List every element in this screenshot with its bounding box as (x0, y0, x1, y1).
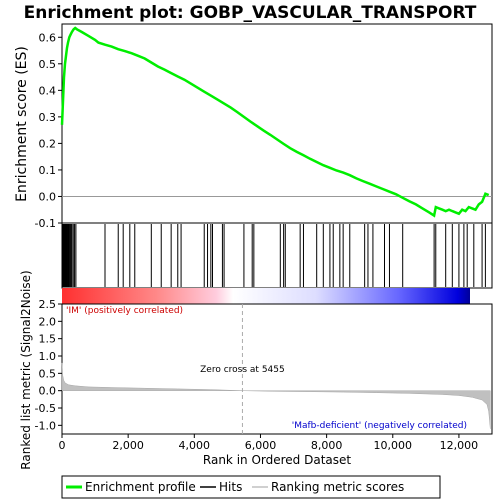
x-tick-label: 0 (59, 439, 66, 452)
es-y-tick-label: 0.6 (39, 31, 57, 44)
legend-profile-label: Enrichment profile (85, 480, 196, 494)
ranking-metric-area (61, 362, 491, 429)
x-tick-label: 4,000 (179, 439, 211, 452)
correlation-colorbar (62, 288, 470, 304)
es-y-tick-label: 0.4 (39, 84, 57, 97)
es-y-tick-label: 0.5 (39, 58, 57, 71)
rank-y-tick-label: 1.5 (39, 333, 57, 346)
x-tick-label: 10,000 (374, 439, 413, 452)
chart-title: Enrichment plot: GOBP_VASCULAR_TRANSPORT (24, 3, 477, 23)
zero-cross-label: Zero cross at 5455 (200, 365, 285, 375)
legend-frame (61, 475, 441, 499)
x-tick-label: 12,000 (440, 439, 479, 452)
enrichment-profile-line (60, 26, 490, 218)
rank-y-tick-label: 2.0 (39, 315, 57, 328)
negative-correlation-label: 'Mafb-deficient' (negatively correlated) (292, 421, 467, 431)
rank-y-tick-label: 2.5 (39, 298, 57, 311)
enrichment-panel: -0.1 0.0 0.1 0.2 0.3 0.4 0.5 0.6 (35, 23, 493, 230)
es-y-tick-label: -0.1 (35, 217, 56, 230)
hits-panel-frame (61, 222, 493, 289)
rank-y-tick-label: -1.0 (35, 419, 56, 432)
es-y-tick-label: 0.0 (39, 190, 57, 203)
x-axis-label: Rank in Ordered Dataset (203, 453, 351, 467)
rank-y-tick-label: -0.5 (35, 402, 56, 415)
x-tick-label: 6,000 (245, 439, 277, 452)
ranking-panel-frame (61, 303, 493, 435)
colorbar-gradient (62, 288, 470, 304)
es-y-axis-label: Enrichment score (ES) (14, 46, 30, 202)
hits-panel (61, 222, 493, 289)
es-y-tick-label: 0.1 (39, 164, 57, 177)
rank-y-tick-label: 1.0 (39, 350, 57, 363)
legend-ranking-label: Ranking metric scores (271, 480, 404, 494)
rank-y-tick-label: 0.5 (39, 367, 57, 380)
x-tick-label: 8,000 (311, 439, 343, 452)
x-tick-label: 2,000 (112, 439, 144, 452)
legend: Enrichment profile Hits Ranking metric s… (61, 475, 441, 499)
rank-y-tick-label: 0.0 (39, 385, 57, 398)
ranking-panel: -1.0 -0.5 0.0 0.5 1.0 1.5 2.0 2.5 Zero cross at… (35, 298, 493, 435)
es-y-tick-label: 0.2 (39, 137, 57, 150)
ranking-y-axis-label: Ranked list metric (Signal2Noise) (19, 270, 33, 469)
positive-correlation-label: 'IM' (positively correlated) (66, 306, 183, 316)
es-y-tick-label: 0.3 (39, 111, 57, 124)
enrichment-panel-frame (61, 23, 493, 224)
legend-hits-label: Hits (219, 480, 242, 494)
